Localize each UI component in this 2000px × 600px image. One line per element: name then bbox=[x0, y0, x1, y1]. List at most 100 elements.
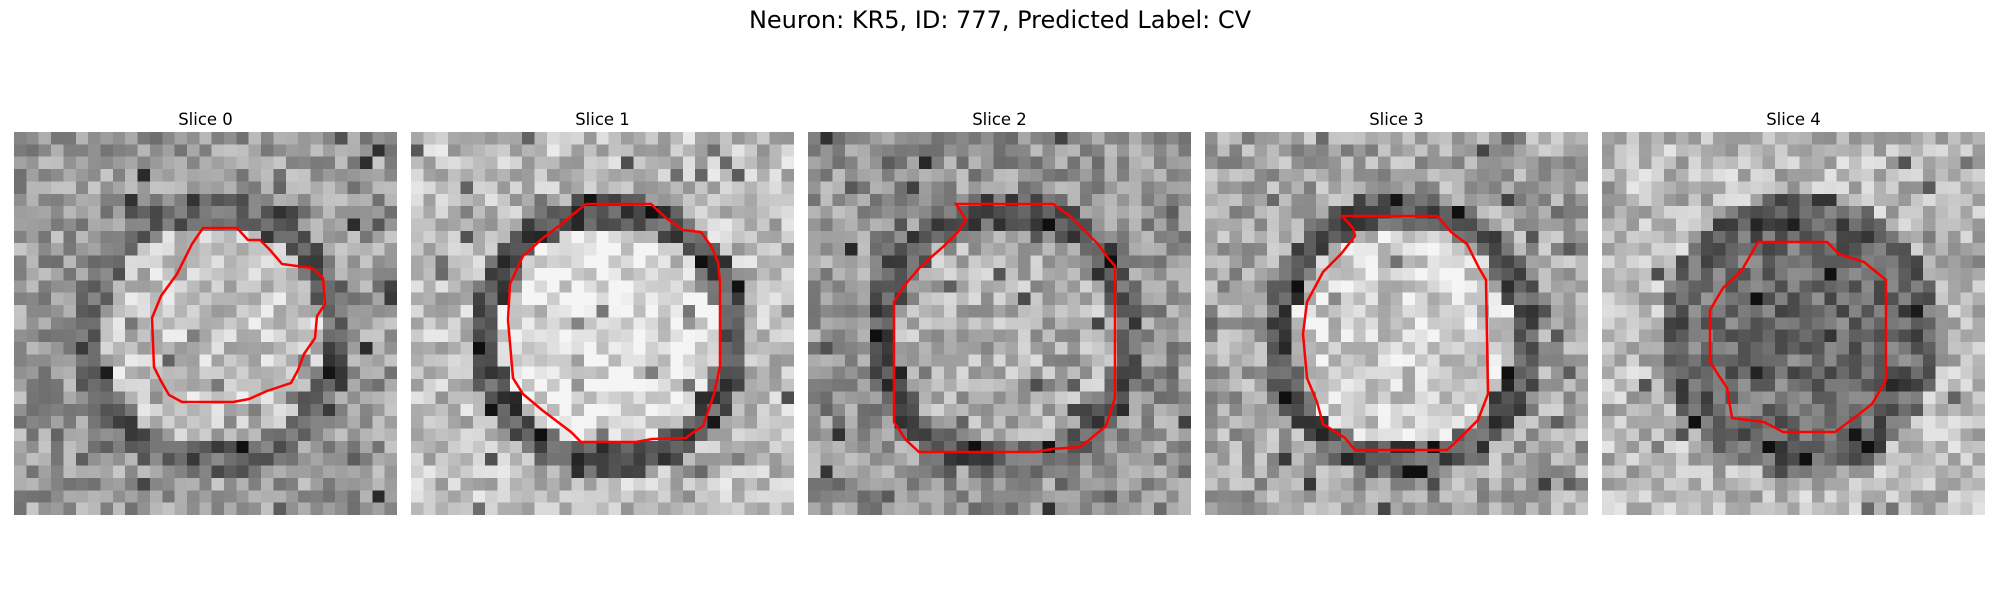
image-pixel bbox=[1799, 379, 1813, 393]
image-pixel bbox=[522, 317, 536, 331]
image-pixel bbox=[14, 342, 27, 355]
image-pixel bbox=[310, 132, 324, 145]
image-pixel bbox=[1774, 329, 1788, 343]
image-pixel bbox=[1254, 428, 1268, 442]
image-pixel bbox=[63, 181, 77, 195]
image-pixel bbox=[1849, 453, 1863, 467]
image-pixel bbox=[1750, 280, 1764, 294]
image-pixel bbox=[1651, 255, 1665, 269]
image-pixel bbox=[1402, 428, 1416, 442]
image-pixel bbox=[1575, 218, 1588, 232]
image-pixel bbox=[956, 502, 970, 515]
image-pixel bbox=[1018, 255, 1031, 269]
image-pixel bbox=[1328, 206, 1342, 220]
image-pixel bbox=[372, 477, 386, 491]
image-pixel bbox=[1787, 255, 1801, 269]
image-pixel bbox=[869, 416, 883, 430]
image-pixel bbox=[769, 416, 783, 430]
image-pixel bbox=[1947, 317, 1961, 331]
image-pixel bbox=[435, 317, 449, 331]
image-pixel bbox=[75, 502, 89, 515]
image-pixel bbox=[1923, 169, 1937, 183]
image-pixel bbox=[497, 379, 511, 393]
image-pixel bbox=[162, 453, 176, 467]
image-pixel bbox=[273, 366, 287, 380]
image-pixel bbox=[1700, 181, 1714, 195]
image-pixel bbox=[51, 428, 65, 442]
image-pixel bbox=[1291, 453, 1305, 467]
image-pixel bbox=[1205, 342, 1218, 355]
image-pixel bbox=[1030, 403, 1044, 417]
image-pixel bbox=[832, 193, 846, 207]
image-pixel bbox=[75, 490, 89, 504]
image-pixel bbox=[1762, 440, 1776, 454]
image-pixel bbox=[1390, 280, 1404, 294]
image-pixel bbox=[285, 132, 299, 145]
image-pixel bbox=[1402, 477, 1416, 491]
image-pixel bbox=[1067, 366, 1081, 380]
image-pixel bbox=[1153, 453, 1167, 467]
image-pixel bbox=[372, 144, 386, 158]
image-pixel bbox=[1439, 391, 1453, 405]
image-pixel bbox=[1353, 243, 1367, 257]
image-pixel bbox=[1849, 502, 1863, 515]
image-pixel bbox=[769, 243, 783, 257]
image-pixel bbox=[1242, 132, 1256, 145]
image-pixel bbox=[645, 292, 659, 306]
image-pixel bbox=[1538, 329, 1552, 343]
image-pixel bbox=[285, 280, 299, 294]
image-pixel bbox=[460, 193, 474, 207]
image-pixel bbox=[882, 354, 896, 368]
image-pixel bbox=[658, 366, 672, 380]
image-pixel bbox=[1663, 255, 1677, 269]
image-pixel bbox=[1452, 391, 1466, 405]
image-pixel bbox=[359, 230, 373, 244]
image-pixel bbox=[1328, 329, 1342, 343]
image-pixel bbox=[1092, 329, 1106, 343]
image-pixel bbox=[894, 243, 908, 257]
image-pixel bbox=[14, 416, 27, 430]
image-pixel bbox=[1762, 181, 1776, 195]
image-pixel bbox=[1513, 169, 1527, 183]
image-pixel bbox=[845, 144, 859, 158]
image-pixel bbox=[1725, 206, 1739, 220]
image-pixel bbox=[956, 391, 970, 405]
image-pixel bbox=[1242, 379, 1256, 393]
image-pixel bbox=[1116, 218, 1130, 232]
image-pixel bbox=[1464, 169, 1478, 183]
image-pixel bbox=[608, 391, 622, 405]
image-pixel bbox=[1762, 169, 1776, 183]
image-pixel bbox=[1725, 255, 1739, 269]
image-pixel bbox=[719, 317, 733, 331]
image-pixel bbox=[1489, 317, 1503, 331]
image-pixel bbox=[1229, 255, 1243, 269]
image-pixel bbox=[869, 193, 883, 207]
image-pixel bbox=[1254, 181, 1268, 195]
image-pixel bbox=[100, 490, 114, 504]
image-pixel bbox=[497, 329, 511, 343]
image-pixel bbox=[993, 132, 1007, 145]
image-pixel bbox=[1178, 156, 1191, 170]
image-pixel bbox=[448, 502, 462, 515]
image-pixel bbox=[1700, 317, 1714, 331]
image-pixel bbox=[1476, 144, 1490, 158]
image-pixel bbox=[744, 317, 758, 331]
image-pixel bbox=[472, 379, 486, 393]
image-pixel bbox=[322, 230, 336, 244]
image-pixel bbox=[1415, 403, 1428, 417]
image-pixel bbox=[534, 206, 548, 220]
image-pixel bbox=[845, 317, 859, 331]
image-pixel bbox=[1750, 243, 1764, 257]
image-pixel bbox=[1005, 329, 1019, 343]
image-pixel bbox=[509, 465, 523, 479]
image-pixel bbox=[137, 366, 151, 380]
image-pixel bbox=[1725, 465, 1739, 479]
image-pixel bbox=[411, 304, 424, 318]
image-pixel bbox=[1079, 267, 1093, 281]
image-pixel bbox=[1762, 477, 1776, 491]
image-pixel bbox=[756, 465, 770, 479]
image-pixel bbox=[100, 477, 114, 491]
image-pixel bbox=[448, 255, 462, 269]
image-pixel bbox=[845, 267, 859, 281]
image-pixel bbox=[1254, 292, 1268, 306]
